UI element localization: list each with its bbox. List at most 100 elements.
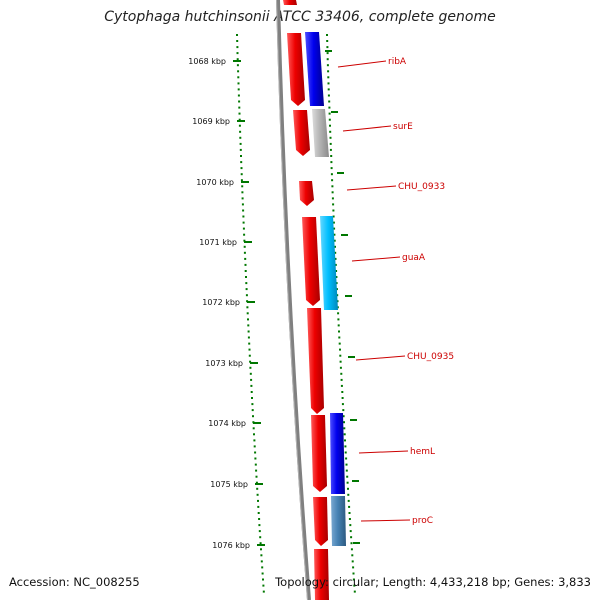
inner-tick (238, 118, 241, 121)
inner-tick (251, 409, 254, 412)
inner-tick (247, 324, 250, 327)
inner-tick (249, 366, 252, 369)
scale-label: 1069 kbp (192, 117, 230, 126)
inner-tick (249, 372, 252, 375)
inner-tick (262, 584, 265, 587)
inner-tick (260, 560, 263, 563)
outer-tick (345, 457, 348, 460)
outer-tick (337, 324, 340, 327)
inner-tick (249, 360, 252, 363)
gene-leader-line (358, 450, 409, 454)
outer-tick (326, 40, 329, 42)
outer-tick (328, 112, 331, 115)
outer-tick (340, 384, 343, 387)
inner-tick (252, 415, 254, 418)
inner-tick (258, 518, 261, 520)
outer-tick (347, 493, 350, 496)
inner-tick (240, 173, 243, 176)
outer-tick (345, 463, 348, 466)
gene-leader-line (342, 125, 392, 132)
topology-label: Topology: circular; Length: 4,433,218 bp… (275, 575, 591, 589)
outer-tick (332, 209, 335, 212)
outer-tick (326, 52, 329, 55)
inner-tick (245, 288, 248, 291)
inner-tick (236, 34, 238, 36)
scale-label: 1072 kbp (202, 298, 240, 307)
outer-tick (344, 439, 346, 442)
outer-tick (335, 270, 338, 272)
outer-tick (330, 173, 333, 176)
inner-tick (251, 403, 254, 406)
inner-tick (250, 391, 253, 393)
inner-tick (248, 342, 251, 345)
inner-tick (240, 167, 243, 170)
inner-tick (256, 493, 259, 496)
outer-tick (348, 505, 351, 508)
inner-tick (253, 433, 255, 436)
scale-label: 1068 kbp (188, 57, 226, 66)
inner-tick (262, 578, 264, 581)
inner-tick (257, 499, 259, 502)
inner-tick (239, 148, 242, 151)
outer-tick (330, 167, 333, 170)
inner-tick (236, 58, 239, 61)
inner-tick (257, 505, 260, 508)
inner-tick (238, 124, 241, 127)
outer-tick (341, 397, 344, 399)
inner-tick (236, 40, 239, 42)
outer-tick (350, 548, 353, 551)
outer-tick (341, 403, 344, 406)
outer-tick (327, 82, 330, 85)
outer-tick (347, 499, 350, 502)
inner-tick (261, 572, 264, 575)
cds-feature (287, 33, 305, 106)
inner-tick (243, 233, 246, 236)
outer-tick (332, 203, 335, 206)
gene-label: proC (412, 516, 433, 526)
inner-tick (245, 282, 248, 285)
outer-tick (327, 76, 330, 79)
outer-tick (334, 263, 337, 266)
gene-guaA-feature (320, 216, 338, 310)
inner-tick (252, 427, 255, 430)
gene-labels: ribA surE CHU_0933 guaA CHU_0935 hemL proC (337, 57, 454, 526)
inner-tick (241, 191, 244, 194)
inner-tick (254, 451, 257, 454)
inner-tick (255, 469, 258, 472)
scale-label: 1076 kbp (212, 541, 250, 550)
cds-feature (307, 308, 324, 414)
outer-tick (327, 70, 330, 73)
inner-tick (243, 239, 246, 242)
outer-tick (337, 318, 340, 321)
inner-tick (256, 487, 259, 490)
gene-proC-feature (331, 496, 346, 546)
scale-labels: 1068 kbp 1069 kbp 1070 kbp 1071 kbp 1072 kbp… (188, 57, 265, 550)
inner-tick (245, 294, 248, 297)
outer-tick (337, 312, 340, 315)
outer-tick (334, 251, 337, 254)
outer-tick (338, 342, 341, 345)
gene-surE-feature (312, 109, 329, 157)
inner-tick (237, 94, 240, 97)
gene-label: CHU_0933 (398, 182, 445, 192)
outer-tick (333, 227, 336, 230)
outer-tick (330, 161, 333, 164)
scale-label: 1073 kbp (205, 359, 243, 368)
outer-tick (329, 136, 332, 139)
outer-tick (339, 360, 342, 363)
inner-tick (260, 548, 262, 551)
outer-tick (328, 100, 331, 103)
gene-label: CHU_0935 (407, 352, 454, 362)
inner-tick (257, 512, 260, 514)
gene-leader-line (360, 519, 411, 522)
outer-tick (346, 475, 349, 478)
outer-tick (335, 276, 338, 278)
gene-leader-line (337, 60, 387, 68)
inner-tick (247, 336, 250, 339)
cds-track-forward (283, 0, 329, 600)
outer-tick (345, 469, 348, 472)
outer-tick (343, 433, 346, 436)
outer-tick (328, 106, 331, 109)
inner-tick (244, 263, 247, 266)
cds-feature (293, 110, 310, 156)
